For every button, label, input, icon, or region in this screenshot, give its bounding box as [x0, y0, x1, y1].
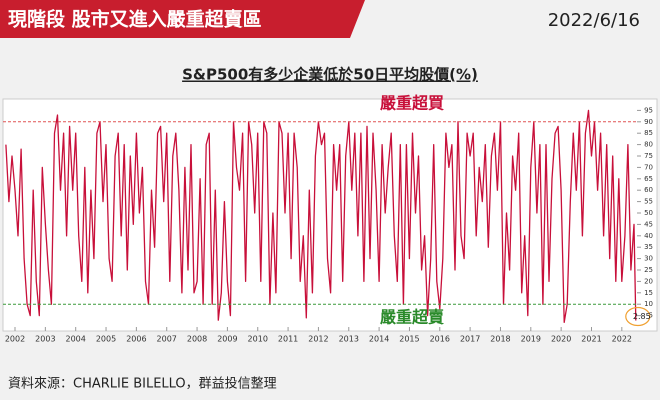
x-tick-label: 2011 — [278, 335, 298, 344]
header-title: 現階段 股市又進入嚴重超賣區 — [8, 8, 262, 31]
y-tick-label: 40 — [644, 232, 653, 240]
x-tick-label: 2015 — [399, 335, 419, 344]
y-tick-label: 50 — [644, 209, 653, 217]
x-tick-label: 2016 — [430, 335, 450, 344]
y-tick-label: 90 — [644, 118, 653, 126]
series-line — [5, 109, 637, 324]
y-tick-label: 15 — [644, 289, 653, 297]
y-tick-label: 75 — [644, 152, 653, 160]
y-tick-label: 10 — [644, 300, 653, 308]
reference-label: 嚴重超買 — [380, 93, 444, 112]
x-tick-label: 2006 — [126, 335, 146, 344]
chart-title: S&P500有多少企業低於50日平均股價(%) — [182, 66, 478, 84]
x-tick-label: 2009 — [217, 335, 237, 344]
last-point-ring — [625, 306, 651, 327]
x-tick-label: 2012 — [308, 335, 328, 344]
x-tick-label: 2005 — [96, 335, 116, 344]
header-banner — [0, 0, 365, 38]
y-tick-label: 55 — [644, 198, 653, 206]
x-tick-label: 2018 — [490, 335, 510, 344]
y-tick-label: 20 — [644, 277, 653, 285]
x-tick-label: 2014 — [369, 335, 389, 344]
x-tick-label: 2008 — [187, 335, 207, 344]
y-tick-label: 65 — [644, 175, 653, 183]
reference-label: 嚴重超賣 — [380, 308, 445, 327]
x-tick-label: 2022 — [612, 335, 632, 344]
x-tick-label: 2019 — [521, 335, 541, 344]
last-value-label: 2.85 — [633, 312, 651, 321]
y-tick-label: 30 — [644, 255, 653, 263]
y-tick-label: 80 — [644, 141, 653, 149]
y-tick-label: 35 — [644, 243, 653, 251]
x-tick-label: 2017 — [460, 335, 480, 344]
source-note: 資料來源：CHARLIE BILELLO，群益投信整理 — [8, 376, 277, 392]
y-tick-label: 95 — [644, 106, 653, 114]
y-tick-label: 60 — [644, 186, 653, 194]
y-tick-label: 85 — [644, 129, 653, 137]
x-tick-label: 2013 — [339, 335, 359, 344]
x-tick-label: 2020 — [551, 335, 571, 344]
x-tick-label: 2007 — [157, 335, 177, 344]
y-tick-label: 70 — [644, 163, 653, 171]
x-tick-label: 2021 — [581, 335, 601, 344]
x-tick-label: 2010 — [248, 335, 268, 344]
y-tick-label: 25 — [644, 266, 653, 274]
y-tick-label: 45 — [644, 220, 653, 228]
header-date: 2022/6/16 — [548, 10, 640, 31]
x-tick-label: 2003 — [35, 335, 55, 344]
x-tick-label: 2004 — [66, 335, 86, 344]
x-tick-label: 2002 — [5, 335, 25, 344]
y-tick-label: 5 — [649, 312, 653, 320]
